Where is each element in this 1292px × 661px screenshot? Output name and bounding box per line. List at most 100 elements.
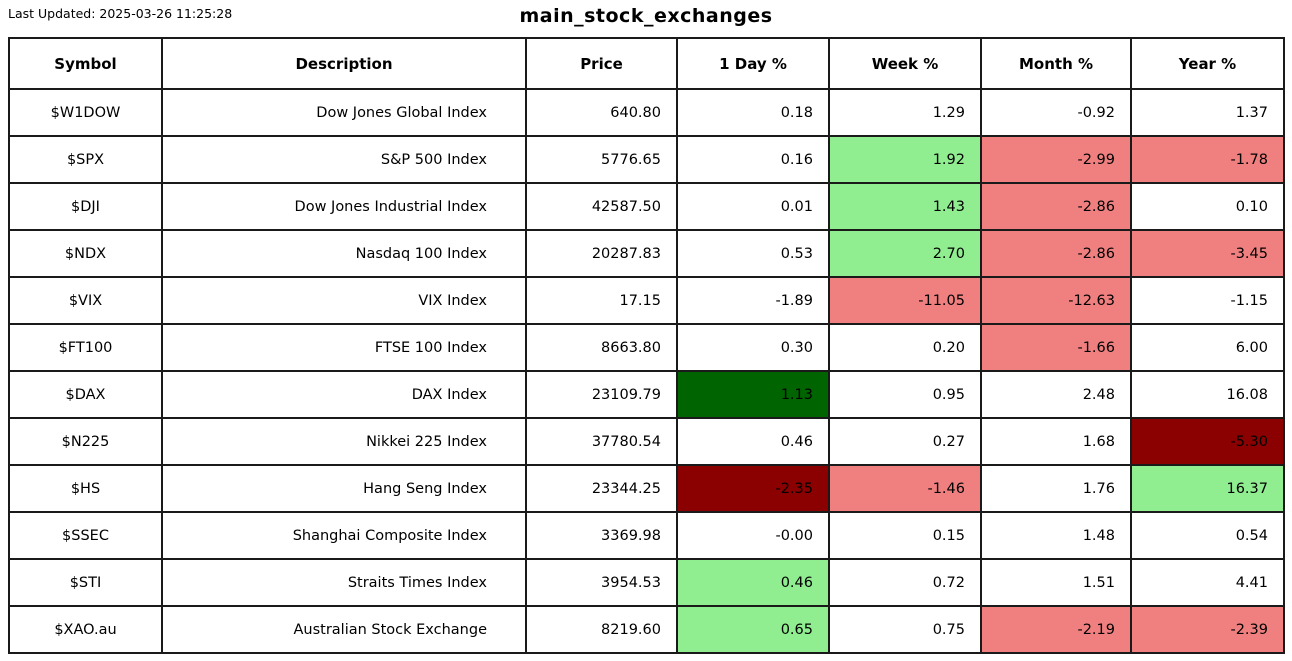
month-percent-cell: 1.51: [980, 558, 1132, 607]
description-cell: DAX Index: [161, 370, 527, 419]
month-percent-cell: -12.63: [980, 276, 1132, 325]
year-percent-cell: -1.78: [1130, 135, 1285, 184]
week-percent-cell: 0.27: [828, 417, 982, 466]
column-header-price: Price: [525, 37, 678, 90]
table-row: $STI Straits Times Index 3954.53 0.46 0.72 1.…: [8, 558, 1285, 607]
price-cell: 23344.25: [525, 464, 678, 513]
month-percent-cell: 2.48: [980, 370, 1132, 419]
table-row: $FT100 FTSE 100 Index 8663.80 0.30 0.20 -1.66…: [8, 323, 1285, 372]
week-percent-cell: -1.46: [828, 464, 982, 513]
symbol-cell: $SPX: [8, 135, 163, 184]
price-cell: 8663.80: [525, 323, 678, 372]
price-cell: 3954.53: [525, 558, 678, 607]
column-header-description: Description: [161, 37, 527, 90]
year-percent-cell: 6.00: [1130, 323, 1285, 372]
month-percent-cell: 1.76: [980, 464, 1132, 513]
last-updated-timestamp: Last Updated: 2025-03-26 11:25:28: [8, 6, 233, 21]
year-percent-cell: -5.30: [1130, 417, 1285, 466]
symbol-cell: $STI: [8, 558, 163, 607]
table-row: $XAO.au Australian Stock Exchange 8219.60 0…: [8, 605, 1285, 654]
description-cell: FTSE 100 Index: [161, 323, 527, 372]
column-header-year: Year %: [1130, 37, 1285, 90]
symbol-cell: $DAX: [8, 370, 163, 419]
week-percent-cell: 1.92: [828, 135, 982, 184]
week-percent-cell: 0.20: [828, 323, 982, 372]
year-percent-cell: 0.10: [1130, 182, 1285, 231]
price-cell: 23109.79: [525, 370, 678, 419]
week-percent-cell: 0.75: [828, 605, 982, 654]
symbol-cell: $XAO.au: [8, 605, 163, 654]
table-row: $N225 Nikkei 225 Index 37780.54 0.46 0.27 1.6…: [8, 417, 1285, 466]
description-cell: Dow Jones Industrial Index: [161, 182, 527, 231]
symbol-cell: $W1DOW: [8, 88, 163, 137]
table-row: $NDX Nasdaq 100 Index 20287.83 0.53 2.70 -2.8…: [8, 229, 1285, 278]
month-percent-cell: -1.66: [980, 323, 1132, 372]
description-cell: Dow Jones Global Index: [161, 88, 527, 137]
table-row: $SPX S&P 500 Index 5776.65 0.16 1.92 -2.99 -1.…: [8, 135, 1285, 184]
month-percent-cell: 1.48: [980, 511, 1132, 560]
table-row: $DJI Dow Jones Industrial Index 42587.50 0.…: [8, 182, 1285, 231]
symbol-cell: $N225: [8, 417, 163, 466]
week-percent-cell: 0.72: [828, 558, 982, 607]
table-row: $HS Hang Seng Index 23344.25 -2.35 -1.46 1.76…: [8, 464, 1285, 513]
stock-exchanges-table: Symbol Description Price 1 Day % Week % …: [8, 37, 1285, 654]
day-percent-cell: 0.46: [676, 558, 830, 607]
symbol-cell: $HS: [8, 464, 163, 513]
price-cell: 20287.83: [525, 229, 678, 278]
day-percent-cell: 0.16: [676, 135, 830, 184]
year-percent-cell: 4.41: [1130, 558, 1285, 607]
top-bar: Last Updated: 2025-03-26 11:25:28 main_s…: [0, 0, 1292, 37]
column-header-week: Week %: [828, 37, 982, 90]
year-percent-cell: 1.37: [1130, 88, 1285, 137]
week-percent-cell: 1.29: [828, 88, 982, 137]
day-percent-cell: -2.35: [676, 464, 830, 513]
header-row: Symbol Description Price 1 Day % Week % …: [8, 37, 1285, 90]
day-percent-cell: 1.13: [676, 370, 830, 419]
year-percent-cell: 16.37: [1130, 464, 1285, 513]
description-cell: Nikkei 225 Index: [161, 417, 527, 466]
day-percent-cell: 0.01: [676, 182, 830, 231]
day-percent-cell: -0.00: [676, 511, 830, 560]
description-cell: Nasdaq 100 Index: [161, 229, 527, 278]
table-header: Symbol Description Price 1 Day % Week % …: [8, 37, 1285, 90]
month-percent-cell: -2.99: [980, 135, 1132, 184]
week-percent-cell: -11.05: [828, 276, 982, 325]
description-cell: Hang Seng Index: [161, 464, 527, 513]
price-cell: 17.15: [525, 276, 678, 325]
symbol-cell: $VIX: [8, 276, 163, 325]
week-percent-cell: 2.70: [828, 229, 982, 278]
month-percent-cell: -0.92: [980, 88, 1132, 137]
year-percent-cell: 0.54: [1130, 511, 1285, 560]
day-percent-cell: 0.30: [676, 323, 830, 372]
year-percent-cell: -3.45: [1130, 229, 1285, 278]
page-title: main_stock_exchanges: [519, 5, 773, 27]
month-percent-cell: 1.68: [980, 417, 1132, 466]
symbol-cell: $FT100: [8, 323, 163, 372]
day-percent-cell: 0.46: [676, 417, 830, 466]
description-cell: S&P 500 Index: [161, 135, 527, 184]
table-body: $W1DOW Dow Jones Global Index 640.80 0.18 1.…: [8, 88, 1285, 654]
description-cell: Shanghai Composite Index: [161, 511, 527, 560]
price-cell: 5776.65: [525, 135, 678, 184]
table-row: $SSEC Shanghai Composite Index 3369.98 -0.0…: [8, 511, 1285, 560]
price-cell: 8219.60: [525, 605, 678, 654]
month-percent-cell: -2.86: [980, 182, 1132, 231]
month-percent-cell: -2.19: [980, 605, 1132, 654]
year-percent-cell: 16.08: [1130, 370, 1285, 419]
description-cell: Australian Stock Exchange: [161, 605, 527, 654]
day-percent-cell: 0.53: [676, 229, 830, 278]
symbol-cell: $DJI: [8, 182, 163, 231]
price-cell: 37780.54: [525, 417, 678, 466]
month-percent-cell: -2.86: [980, 229, 1132, 278]
price-cell: 42587.50: [525, 182, 678, 231]
price-cell: 640.80: [525, 88, 678, 137]
week-percent-cell: 0.95: [828, 370, 982, 419]
year-percent-cell: -2.39: [1130, 605, 1285, 654]
column-header-1-day: 1 Day %: [676, 37, 830, 90]
symbol-cell: $SSEC: [8, 511, 163, 560]
day-percent-cell: 0.18: [676, 88, 830, 137]
week-percent-cell: 1.43: [828, 182, 982, 231]
day-percent-cell: 0.65: [676, 605, 830, 654]
symbol-cell: $NDX: [8, 229, 163, 278]
column-header-symbol: Symbol: [8, 37, 163, 90]
